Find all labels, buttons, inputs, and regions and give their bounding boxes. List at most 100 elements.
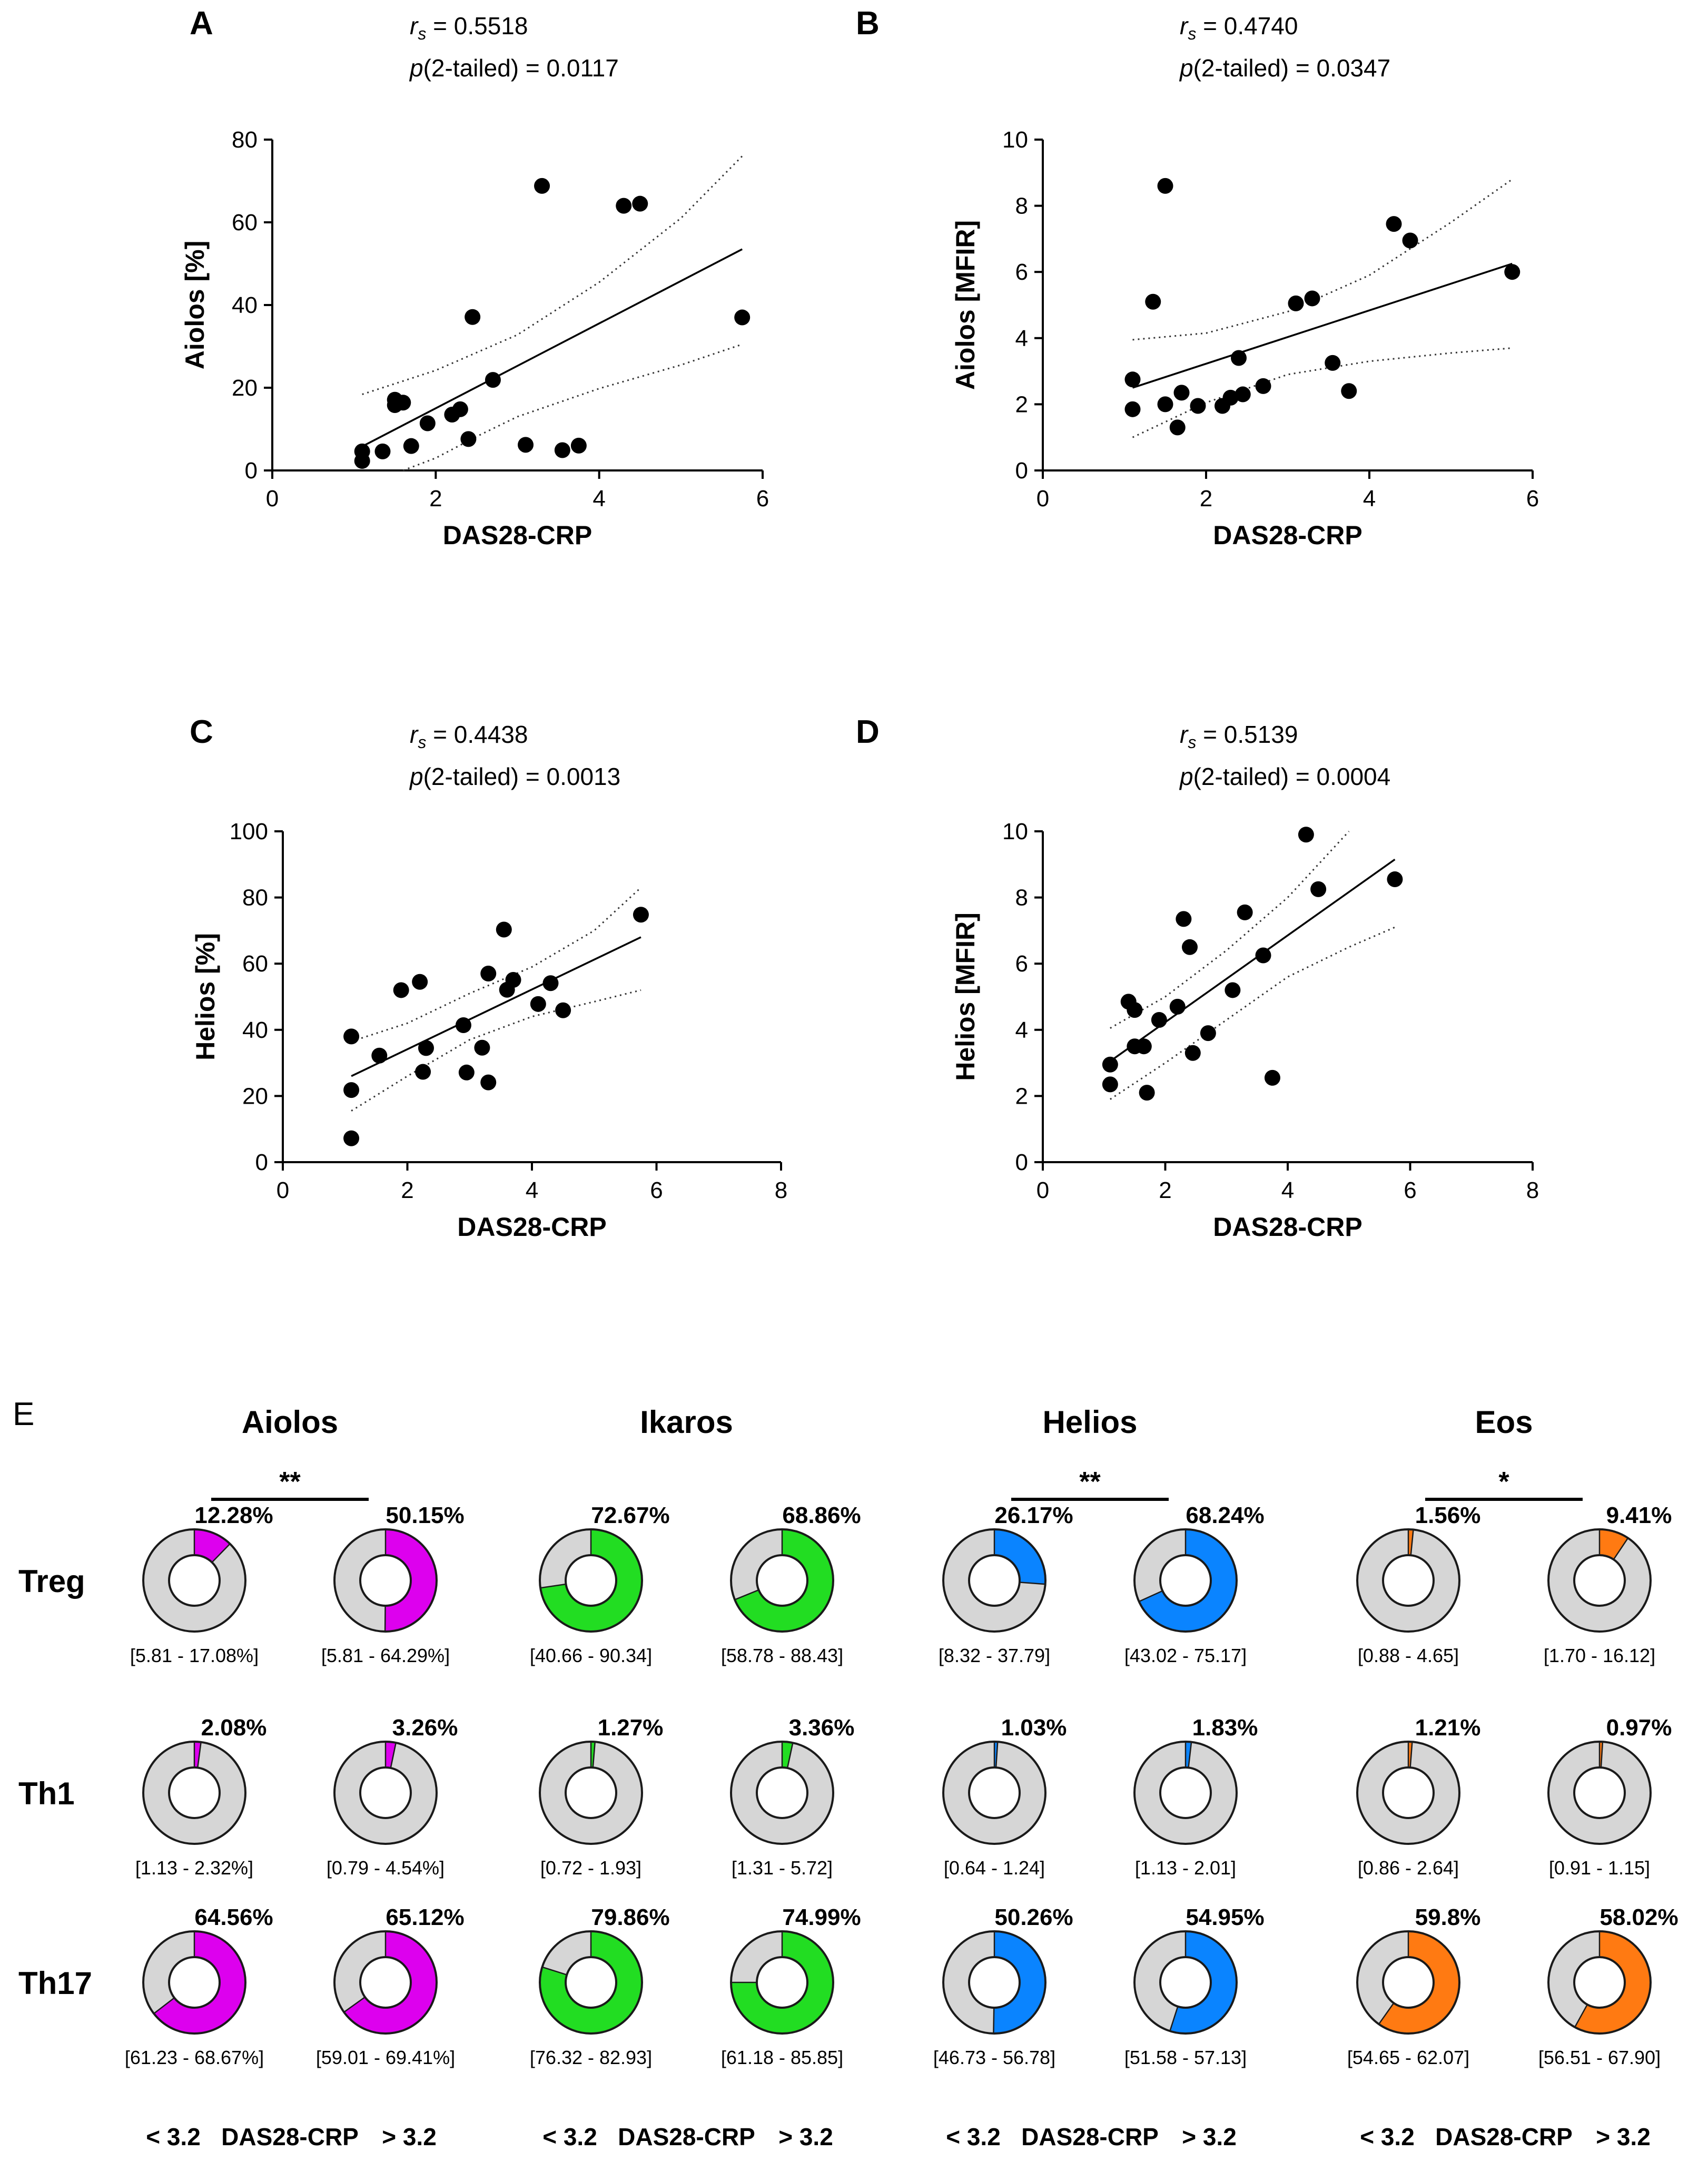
data-point <box>354 443 370 459</box>
data-point <box>632 195 648 212</box>
donut-outer-outline <box>539 1741 643 1845</box>
donut-hole <box>968 1956 1021 2009</box>
percentage-label: 50.26% <box>994 1904 1073 1930</box>
donut-hole <box>756 1554 808 1607</box>
range-label: [1.13 - 2.32%] <box>135 1857 253 1879</box>
y-tick-label: 2 <box>1015 391 1028 417</box>
donut-hole <box>968 1766 1021 1819</box>
data-point <box>1127 1002 1143 1018</box>
y-axis-title: Aiolos [MFIR] <box>951 220 980 390</box>
donut-chart: 59.8% [54.65 - 62.07] <box>1347 1904 1480 2068</box>
range-label: [58.78 - 88.43] <box>721 1645 843 1666</box>
donut-hole <box>756 1766 808 1819</box>
data-point <box>474 1039 490 1056</box>
percentage-label: 64.56% <box>194 1904 273 1930</box>
range-label: [76.32 - 82.93] <box>530 2047 652 2068</box>
range-label: [1.13 - 2.01] <box>1135 1857 1236 1879</box>
data-point <box>1145 293 1161 310</box>
y-tick-label: 80 <box>242 885 268 911</box>
donut-chart: 68.24% [43.02 - 75.17] <box>1124 1502 1265 1666</box>
donut-hole <box>168 1554 221 1607</box>
data-point <box>1169 419 1186 436</box>
x-tick-label: 2 <box>1200 486 1212 512</box>
donut-outer-outline <box>730 1741 834 1845</box>
donut-chart: 50.26% [46.73 - 56.78] <box>933 1904 1073 2068</box>
x-tick-label: 0 <box>1036 1177 1049 1203</box>
percentage-label: 68.24% <box>1186 1502 1264 1528</box>
confidence-band-lower <box>1132 347 1513 438</box>
r-symbol: r <box>410 12 419 40</box>
p-value: (2-tailed) = 0.0347 <box>1193 54 1391 82</box>
data-point <box>419 415 436 431</box>
range-label: [56.51 - 67.90] <box>1538 2047 1661 2068</box>
donut-panel-e: E Aiolos < 3.2 DAS28-CRP > 3.2 Ikaros < 3.2 DAS… <box>13 1396 1679 2150</box>
x-tick-label: 0 <box>1036 486 1049 512</box>
data-point <box>1264 1069 1280 1086</box>
y-tick-label: 40 <box>242 1017 268 1043</box>
range-label: [1.70 - 16.12] <box>1544 1645 1655 1666</box>
range-label: [51.58 - 57.13] <box>1124 2047 1247 2068</box>
donut-hole <box>1382 1956 1435 2009</box>
p-value-text: p(2-tailed) = 0.0347 <box>1179 54 1390 82</box>
data-point <box>480 966 497 982</box>
percentage-label: 26.17% <box>994 1502 1073 1528</box>
legend-high-group: > 3.2 <box>1596 2123 1651 2150</box>
range-label: [59.01 - 69.41%] <box>316 2047 455 2068</box>
column-title: Helios <box>1042 1404 1137 1440</box>
donut-outer-outline <box>142 1528 246 1633</box>
range-label: [40.66 - 90.34] <box>530 1645 652 1666</box>
data-point <box>1298 827 1314 843</box>
confidence-band-upper <box>1110 830 1350 1029</box>
range-label: [5.81 - 64.29%] <box>321 1645 450 1666</box>
data-point <box>371 1047 388 1064</box>
data-point <box>465 309 481 325</box>
confidence-band-upper <box>351 887 641 1043</box>
significance-marker: ** <box>1079 1467 1101 1497</box>
x-tick-label: 8 <box>775 1177 787 1203</box>
range-label: [0.72 - 1.93] <box>540 1857 641 1879</box>
x-axis-title: DAS28-CRP <box>1213 520 1362 550</box>
range-label: [0.86 - 2.64] <box>1358 1857 1459 1879</box>
percentage-label: 74.99% <box>782 1904 861 1930</box>
donut-chart: 9.41% [1.70 - 16.12] <box>1544 1502 1672 1666</box>
y-tick-label: 60 <box>232 210 258 235</box>
significance-marker: ** <box>279 1467 301 1497</box>
y-tick-label: 100 <box>230 819 268 844</box>
range-label: [61.23 - 68.67%] <box>125 2047 264 2068</box>
data-point <box>1255 378 1271 394</box>
regression-line <box>1109 858 1396 1062</box>
row-label: Treg <box>18 1564 85 1599</box>
data-point <box>1136 1038 1152 1055</box>
range-label: [0.64 - 1.24] <box>944 1857 1045 1879</box>
donut-outer-outline <box>1547 1741 1652 1845</box>
row-label: Th1 <box>18 1776 75 1811</box>
data-point <box>1151 1011 1167 1028</box>
y-axis-title: Helios [MFIR] <box>951 912 980 1080</box>
x-axis-title: DAS28-CRP <box>443 520 592 550</box>
percentage-label: 3.36% <box>789 1715 855 1741</box>
data-point <box>1325 355 1341 371</box>
percentage-label: 12.28% <box>194 1502 273 1528</box>
percentage-label: 68.86% <box>782 1502 861 1528</box>
r-symbol: r <box>410 721 419 748</box>
donut-hole <box>1573 1956 1626 2009</box>
donut-chart: 1.27% [0.72 - 1.93] <box>539 1715 663 1879</box>
donut-chart: 64.56% [61.23 - 68.67%] <box>125 1904 273 2068</box>
range-label: [54.65 - 62.07] <box>1347 2047 1469 2068</box>
donut-outer-outline <box>942 1528 1046 1633</box>
legend-das28-crp: DAS28-CRP <box>1435 2123 1573 2150</box>
x-tick-label: 6 <box>1404 1177 1416 1203</box>
donut-outer-outline <box>1133 1741 1238 1845</box>
r-subscript: s <box>418 733 426 752</box>
data-point <box>1504 264 1521 280</box>
donut-hole <box>1382 1766 1435 1819</box>
data-point <box>633 907 649 923</box>
y-tick-label: 8 <box>1015 193 1028 219</box>
confidence-band-lower <box>402 343 743 472</box>
range-label: [8.32 - 37.79] <box>939 1645 1050 1666</box>
donut-hole <box>1382 1554 1435 1607</box>
column-title: Aiolos <box>242 1404 338 1440</box>
data-point <box>555 1002 571 1018</box>
